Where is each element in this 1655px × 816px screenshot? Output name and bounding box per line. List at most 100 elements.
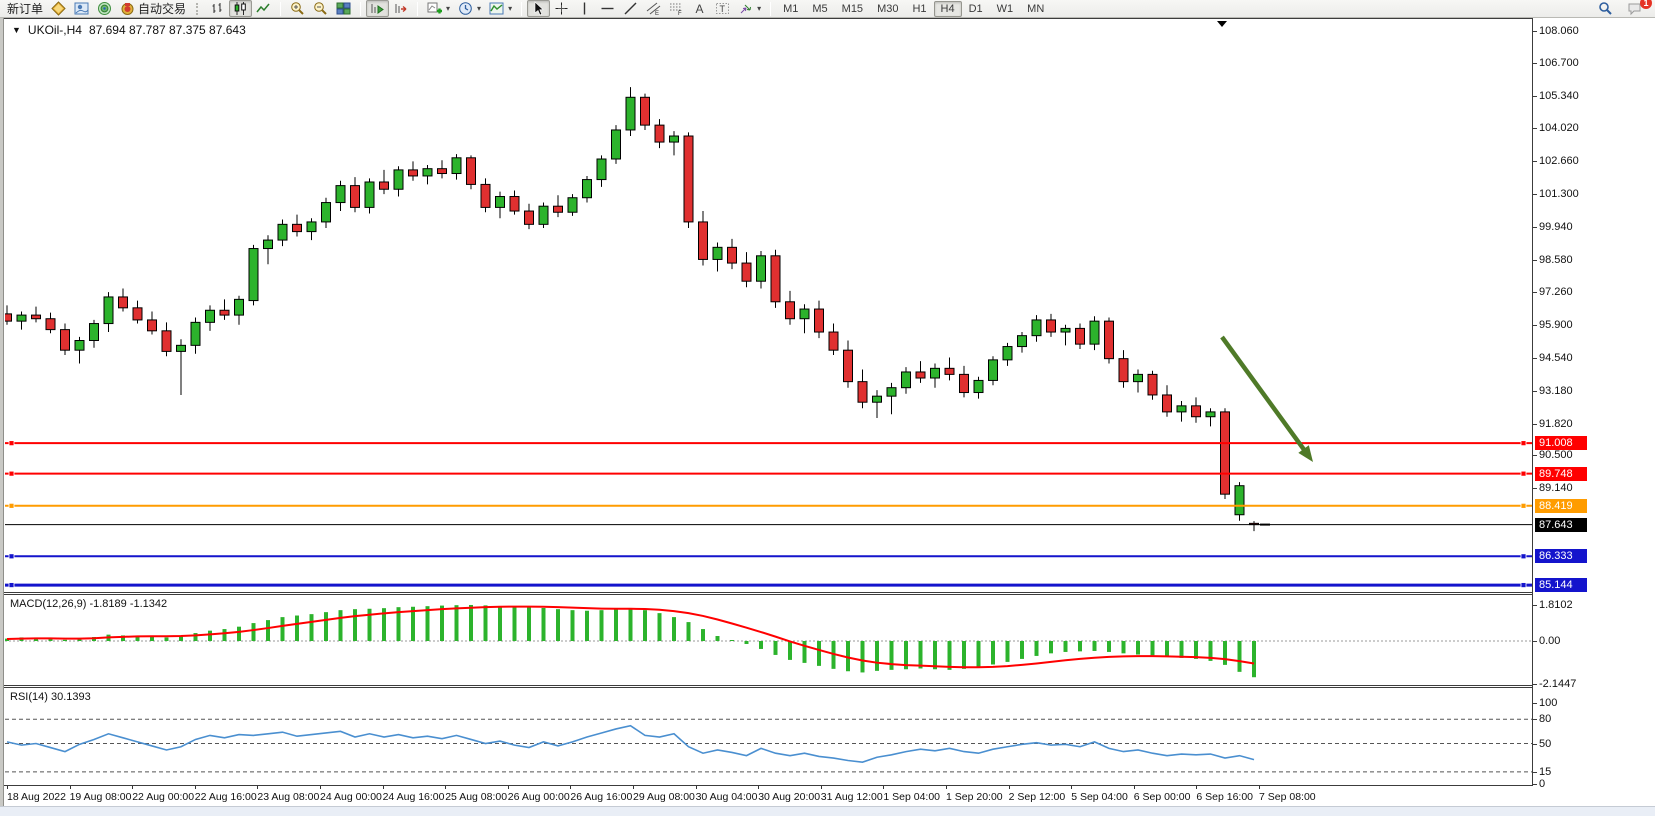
toolbar-separator: [770, 1, 772, 16]
axis-tick-mark: [1533, 227, 1537, 228]
collapse-triangle-icon[interactable]: ▼: [12, 25, 21, 35]
timeframe-button-m5[interactable]: M5: [812, 2, 828, 15]
cursor-icon[interactable]: [527, 0, 551, 17]
signals-icon[interactable]: [93, 0, 116, 17]
horizontal-line-icon[interactable]: [596, 0, 619, 17]
zoom-in-icon[interactable]: [286, 0, 309, 17]
autotrading-button[interactable]: 自动交易: [116, 0, 190, 17]
macd-axis-tick: 0.00: [1539, 635, 1561, 647]
timeframes-clock-icon[interactable]: ▾: [454, 0, 485, 17]
price-axis-tick: 95.900: [1539, 318, 1573, 331]
notifications-icon[interactable]: 1: [1623, 0, 1652, 17]
price-chart[interactable]: [5, 19, 1532, 591]
macd-pane[interactable]: [4, 594, 1533, 686]
trendline-icon[interactable]: [619, 0, 642, 17]
vertical-line-icon[interactable]: [573, 0, 596, 17]
new-chart-icon[interactable]: [70, 0, 93, 17]
current-price-label: 87.643: [1535, 517, 1587, 532]
axis-tick-mark: [1533, 784, 1537, 785]
dropdown-caret-icon: ▾: [508, 4, 513, 13]
dropdown-caret-icon: ▾: [446, 4, 451, 13]
rsi-pane[interactable]: [4, 687, 1533, 786]
bar-chart-mode-icon[interactable]: [206, 0, 229, 17]
axis-tick-mark: [1533, 324, 1537, 326]
price-axis-tick: 102.660: [1539, 155, 1579, 168]
svg-text:F: F: [678, 11, 682, 16]
toolbar-separator: [360, 1, 362, 16]
price-axis-tick: 89.140: [1539, 482, 1573, 495]
arrows-objects-icon[interactable]: ▾: [734, 0, 765, 17]
date-label: 22 Aug 16:00: [194, 791, 257, 803]
price-axis-tick: 108.060: [1539, 24, 1579, 37]
date-label: 18 Aug 2022: [7, 791, 66, 803]
autotrading-robot-icon: [120, 1, 135, 16]
axis-tick-mark: [1533, 683, 1537, 685]
svg-text:E: E: [655, 11, 659, 16]
macd-label: MACD(12,26,9) -1.8189 -1.1342: [10, 598, 168, 610]
search-icon[interactable]: [1594, 0, 1617, 17]
timeframe-button-m15[interactable]: M15: [841, 2, 864, 15]
timeframe-button-m1[interactable]: M1: [783, 2, 799, 15]
rsi-axis-tick: 100: [1539, 697, 1558, 709]
market-watch-icon[interactable]: [47, 0, 70, 17]
hline-price-label: 86.333: [1535, 549, 1587, 564]
timeframe-button-m30[interactable]: M30: [877, 2, 899, 15]
candlestick-mode-icon[interactable]: [229, 0, 253, 17]
price-axis-tick: 91.820: [1539, 417, 1573, 430]
macd-chart[interactable]: [5, 595, 1532, 685]
date-tick-mark: [820, 786, 822, 789]
date-tick-mark: [194, 786, 196, 789]
hline-price-label: 88.419: [1535, 498, 1587, 513]
rsi-axis-tick: 0: [1539, 778, 1546, 790]
date-axis: 18 Aug 2022 19 Aug 08:00 22 Aug 00:00 22 Au…: [4, 786, 1533, 806]
date-tick-mark: [1008, 786, 1010, 789]
crosshair-icon[interactable]: [550, 0, 573, 17]
timeframe-button-mn[interactable]: MN: [1027, 2, 1045, 15]
axis-tick-mark: [1533, 771, 1537, 773]
price-pane[interactable]: [4, 18, 1533, 593]
axis-tick-mark: [1533, 743, 1537, 745]
chart-shift-icon[interactable]: [389, 0, 412, 17]
rsi-chart[interactable]: [5, 688, 1532, 784]
price-axis: 108.060 106.700 105.340 104.020 102.660 101.3…: [1532, 18, 1655, 790]
fibonacci-icon[interactable]: F: [665, 0, 688, 17]
date-tick-mark: [69, 786, 71, 789]
auto-scroll-icon[interactable]: [366, 0, 390, 17]
date-label: 23 Aug 08:00: [257, 791, 320, 803]
price-axis-tick: 106.700: [1539, 57, 1579, 70]
axis-tick-mark: [1533, 703, 1537, 704]
indicators-icon[interactable]: ▾: [423, 0, 454, 17]
date-tick-mark: [570, 786, 572, 789]
line-chart-mode-icon[interactable]: [252, 0, 275, 17]
axis-tick-mark: [1533, 63, 1537, 65]
rsi-label: RSI(14) 30.1393: [10, 691, 91, 703]
axis-tick-mark: [1533, 291, 1537, 293]
toolbar-separator: [280, 1, 282, 16]
svg-text:A: A: [696, 2, 704, 16]
axis-tick-mark: [1533, 719, 1537, 721]
date-label: 29 Aug 08:00: [633, 791, 695, 803]
date-label: 31 Aug 12:00: [820, 791, 883, 803]
axis-tick-mark: [1533, 161, 1537, 163]
text-icon[interactable]: A: [688, 0, 711, 17]
new-order-button[interactable]: 新订单: [3, 0, 47, 17]
price-axis-tick: 105.340: [1539, 90, 1579, 103]
tile-windows-icon[interactable]: [332, 0, 355, 17]
timeframe-button-w1[interactable]: W1: [996, 2, 1014, 15]
timeframe-button-h4[interactable]: H4: [933, 0, 962, 17]
timeframe-button-d1[interactable]: D1: [968, 2, 983, 15]
price-axis-tick: 93.180: [1539, 384, 1573, 397]
templates-icon[interactable]: ▾: [485, 0, 516, 17]
zoom-out-icon[interactable]: [309, 0, 332, 17]
timeframe-button-h1[interactable]: H1: [912, 2, 927, 15]
text-label-icon[interactable]: T: [711, 0, 734, 17]
axis-tick-mark: [1533, 30, 1537, 32]
date-tick-mark: [132, 786, 134, 789]
notification-badge: 1: [1640, 0, 1652, 9]
chart-ohlc-values: 87.694 87.787 87.375 87.643: [88, 23, 246, 37]
price-axis-tick: 98.580: [1539, 253, 1573, 266]
date-tick-mark: [1196, 786, 1198, 789]
equidistant-channel-icon[interactable]: E: [642, 0, 665, 17]
date-label: 26 Aug 00:00: [507, 791, 570, 803]
